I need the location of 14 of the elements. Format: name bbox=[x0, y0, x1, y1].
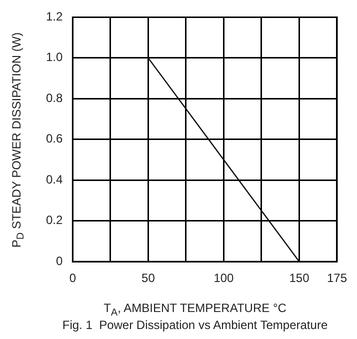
y-tick-label: 0 bbox=[56, 254, 63, 268]
x-tick-label: 150 bbox=[289, 271, 310, 286]
x-tick-label: 50 bbox=[142, 271, 156, 286]
y-tick-label: 0.2 bbox=[46, 213, 63, 228]
caption: Fig. 1 Power Dissipation vs Ambient Temperature bbox=[62, 318, 328, 332]
y-tick-label: 0.6 bbox=[46, 132, 63, 146]
x-tick-label: 0 bbox=[69, 271, 76, 286]
y-tick-label: 1.0 bbox=[46, 50, 63, 64]
y-tick-label: 1.2 bbox=[46, 10, 63, 24]
y-tick-label: 0.4 bbox=[46, 172, 63, 186]
y-tick-label: 0.8 bbox=[46, 90, 63, 105]
x-tick-label: 100 bbox=[214, 271, 234, 286]
x-axis-title: T$_{A}$, AMBIENT TEMPERATURE °C bbox=[104, 301, 286, 318]
x-tick-label: 175 bbox=[326, 271, 348, 286]
